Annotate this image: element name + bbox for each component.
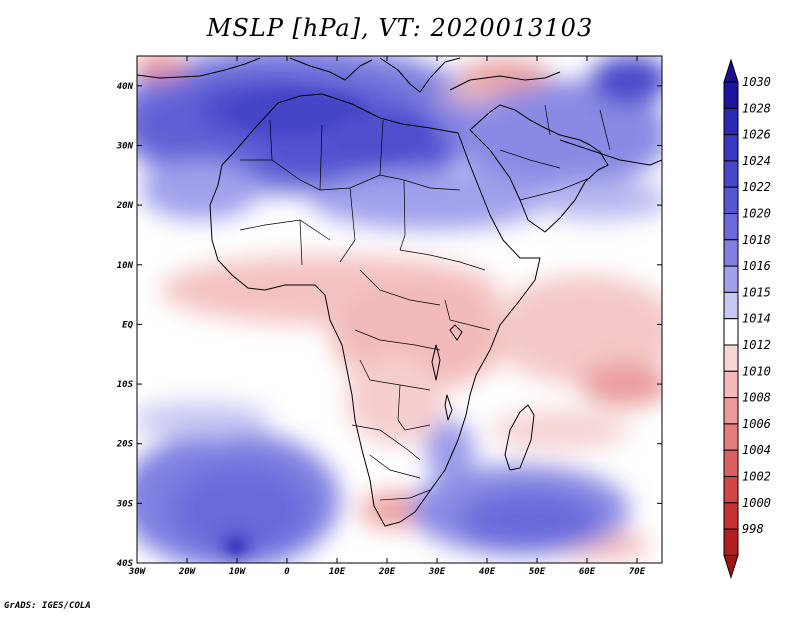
lon-tick-label: 60E: [579, 567, 596, 577]
lon-tick-label: 20E: [378, 567, 396, 577]
colorbar-label: 1018: [742, 233, 771, 247]
lat-tick-label: EQ: [122, 320, 133, 330]
latitude-ticks: 40N 30N 20N 10N EQ 10S 20S 30S 40S: [116, 82, 662, 569]
lat-tick-label: 20S: [116, 440, 134, 450]
colorbar-swatch: [723, 213, 739, 241]
colorbar-swatch: [723, 423, 739, 451]
map-title: MSLP [hPa], VT: 2020013103: [206, 14, 594, 42]
colorbar-swatch: [723, 397, 739, 425]
lat-tick-label: 30N: [116, 141, 134, 151]
colorbar-swatch: [723, 291, 739, 320]
colorbar-label: 1002: [742, 470, 771, 484]
coastlines: [137, 57, 662, 527]
colorbar-label: 1020: [742, 207, 771, 221]
lon-tick-label: 40E: [479, 567, 496, 577]
colorbar-swatch: [723, 134, 739, 162]
grads-credit: GrADS: IGES/COLA: [4, 601, 91, 611]
country-borders: [239, 104, 611, 501]
colorbar-label: 1006: [742, 417, 771, 431]
colorbar-swatch: [723, 239, 739, 267]
colorbar-swatch: [723, 528, 739, 556]
colorbar-label: 1028: [742, 101, 771, 115]
lat-tick-label: 10N: [117, 261, 134, 271]
colorbar-label: 1004: [742, 443, 771, 457]
colorbar-swatch: [723, 449, 739, 478]
lon-tick-label: 0: [284, 567, 290, 577]
colorbar-swatch: [723, 160, 739, 188]
longitude-ticks: 30W 20W 10W 0 10E 20E 30E 40E 50E 60E 70E: [128, 56, 646, 577]
lat-tick-label: 30S: [116, 499, 134, 509]
colorbar-top-arrow: [723, 58, 739, 83]
lon-tick-label: 30E: [428, 567, 446, 577]
colorbar-swatch: [723, 370, 739, 399]
colorbar-swatch: [723, 107, 739, 136]
colorbar-label: 998: [742, 522, 764, 536]
pressure-field: [137, 56, 662, 563]
colorbar: 1030 1028 1026 1024 1022 1020 1018 1016 1015 1014…: [723, 58, 771, 580]
colorbar-label: 1024: [742, 154, 771, 168]
colorbar-label: 1015: [742, 285, 771, 299]
colorbar-swatch: [723, 502, 739, 530]
colorbar-label: 1014: [742, 312, 771, 326]
colorbar-label: 1008: [742, 391, 771, 405]
colorbar-swatch: [723, 265, 739, 293]
lon-tick-label: 70E: [629, 567, 646, 577]
lon-tick-label: 10E: [329, 567, 346, 577]
colorbar-swatch: [723, 81, 739, 109]
map-frame: [136, 55, 663, 564]
lon-tick-label: 30W: [128, 567, 147, 577]
lon-tick-label: 10W: [229, 567, 247, 577]
colorbar-label: 1030: [742, 75, 771, 89]
lat-tick-label: 40N: [117, 82, 134, 92]
colorbar-swatch: [723, 186, 739, 214]
colorbar-label: 1026: [742, 128, 771, 142]
colorbar-swatch: [723, 344, 739, 372]
lat-tick-label: 20N: [116, 201, 134, 211]
lon-tick-label: 50E: [529, 567, 546, 577]
colorbar-swatch: [723, 476, 739, 504]
colorbar-bottom-arrow: [723, 554, 739, 580]
colorbar-label: 1012: [742, 338, 771, 352]
colorbar-swatch: [723, 318, 739, 346]
colorbar-label: 1000: [742, 496, 771, 510]
lat-tick-label: 10S: [117, 380, 134, 390]
lon-tick-label: 20W: [178, 567, 197, 577]
colorbar-label: 1010: [742, 364, 771, 378]
colorbar-label: 1022: [742, 180, 771, 194]
colorbar-label: 1016: [742, 259, 771, 273]
lat-tick-label: 40S: [117, 559, 134, 569]
